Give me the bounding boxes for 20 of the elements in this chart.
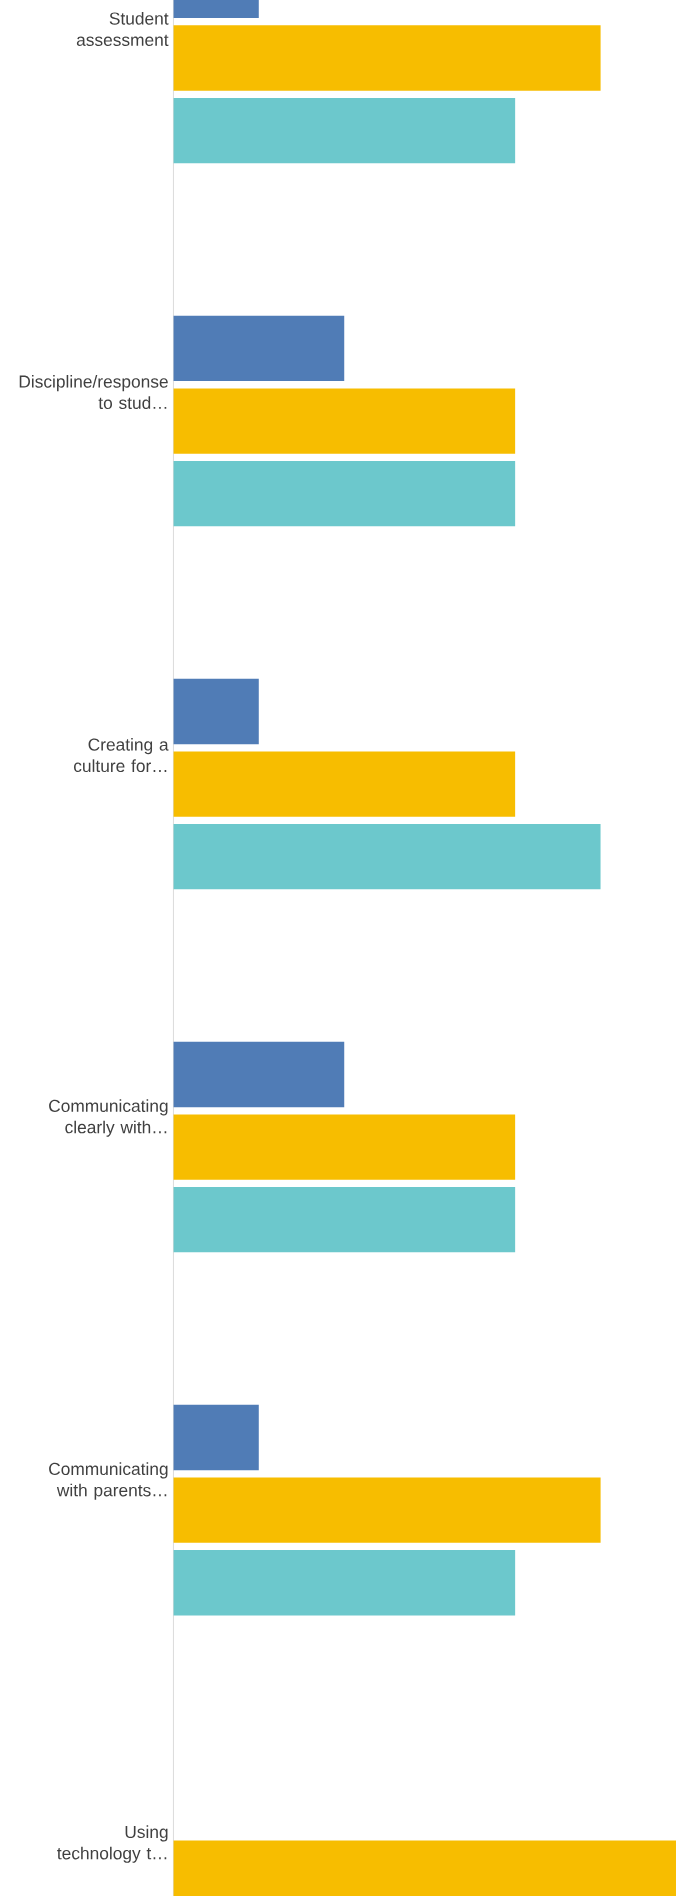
y-tick-label: Creating a culture for…	[73, 737, 169, 773]
bar	[173, 824, 601, 890]
y-tick-label: Communicating with parents…	[49, 1462, 168, 1500]
bar	[173, 1114, 516, 1180]
bar	[173, 97, 516, 164]
bar	[173, 1041, 345, 1108]
y-tick-label: Using technology t…	[57, 1825, 168, 1863]
bar	[173, 1477, 601, 1543]
y-tick-label: Student assessment	[76, 11, 169, 47]
bar	[173, 315, 345, 382]
bar	[173, 678, 259, 745]
bar	[173, 388, 516, 454]
bar	[173, 25, 601, 91]
y-tick-label: Communicating clearly with…	[49, 1099, 168, 1137]
bar	[173, 1404, 259, 1471]
bar	[173, 1187, 516, 1253]
bar	[173, 1550, 516, 1616]
y-tick-label: Discipline/response to stud…	[19, 374, 168, 410]
bar	[173, 751, 516, 817]
bar	[173, 460, 516, 527]
